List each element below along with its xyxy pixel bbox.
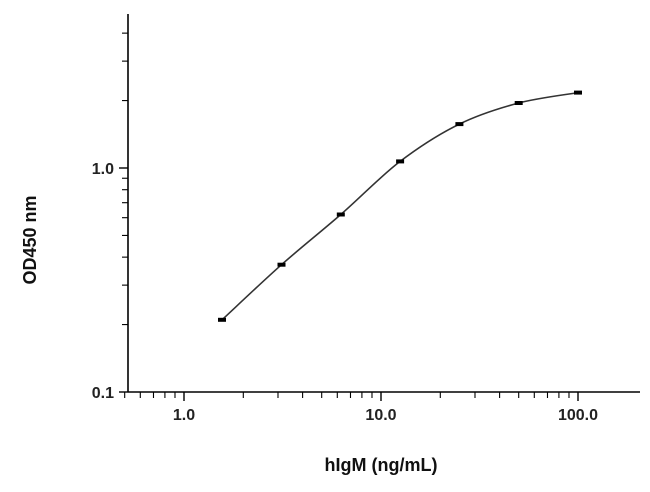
y-tick-label: 0.1 (92, 385, 114, 402)
x-tick-label: 10.0 (365, 407, 396, 424)
data-point (277, 262, 286, 267)
data-point (574, 90, 582, 95)
series-layer (218, 90, 582, 322)
y-axis-title: OD450 nm (20, 195, 40, 284)
data-point (455, 122, 464, 127)
y-axis-tick-labels: 0.1 1.0 (92, 161, 114, 402)
x-axis-title: hIgM (ng/mL) (325, 455, 438, 475)
series-line (221, 91, 579, 321)
x-tick-label: 1.0 (173, 407, 195, 424)
x-tick-label: 100.0 (558, 407, 598, 424)
y-axis-ticks (119, 32, 128, 393)
data-point (396, 159, 405, 164)
y-tick-label: 1.0 (92, 161, 114, 178)
x-axis-tick-labels: 1.0 10.0 100.0 (173, 407, 598, 424)
data-point (218, 317, 226, 322)
data-point (336, 212, 345, 217)
x-axis-ticks (124, 392, 579, 401)
data-point (514, 101, 523, 105)
